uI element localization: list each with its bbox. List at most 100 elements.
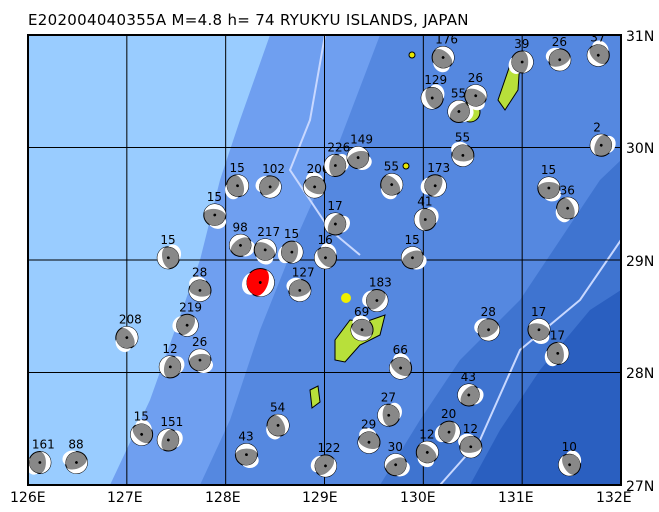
map-frame (27, 34, 622, 486)
event-depth-label: 206 (307, 162, 330, 176)
event-depth-label: 217 (257, 225, 280, 239)
focal-mechanism-beachball (115, 326, 139, 353)
event-depth-label: 15 (160, 233, 175, 247)
lat-tick: 31N (626, 29, 654, 45)
focal-mechanism-beachball (203, 203, 227, 229)
focal-mechanism-beachball (255, 175, 282, 199)
event-depth-label: 37 (590, 30, 605, 44)
event-depth-label: 17 (327, 199, 342, 213)
focal-mechanism-beachball (527, 318, 551, 344)
event-depth-label: 26 (468, 71, 483, 85)
event-depth-label: 2 (593, 120, 601, 134)
event-depth-label: 12 (463, 422, 478, 436)
event-depth-label: 15 (207, 190, 222, 204)
event-depth-label: 129 (424, 73, 447, 87)
focal-mechanism-beachball (589, 133, 616, 157)
focal-mechanism-beachball (558, 450, 582, 477)
islet (408, 51, 416, 59)
event-depth-label: 26 (552, 35, 567, 49)
lon-tick: 127E (107, 490, 143, 506)
focal-mechanism-beachball (357, 427, 381, 454)
event-depth-label: 176 (435, 33, 458, 47)
focal-mechanism-beachball (508, 50, 534, 74)
focal-mechanism-beachball (431, 46, 455, 73)
focal-mechanism-beachball (451, 141, 475, 167)
focal-mechanism-beachball (253, 238, 277, 265)
event-depth-label: 28 (192, 265, 207, 279)
focal-mechanism-beachball (130, 419, 154, 446)
event-depth-label: 43 (461, 370, 476, 384)
event-depth-label: 17 (531, 305, 546, 319)
focal-mechanism-beachball (545, 47, 572, 72)
event-depth-label: 66 (393, 343, 408, 357)
event-depth-label: 219 (179, 300, 202, 314)
event-depth-label: 55 (455, 130, 470, 144)
focal-mechanism-beachball (323, 153, 350, 177)
focal-mechanism-beachball (362, 289, 389, 312)
event-depth-label: 183 (369, 276, 392, 290)
focal-mechanism-beachball (234, 443, 259, 468)
focal-mechanism-beachball (377, 402, 402, 427)
event-depth-label: 27 (381, 390, 396, 404)
focal-mechanism-beachball (389, 353, 413, 380)
focal-mechanism-beachball (188, 348, 213, 373)
islet (402, 162, 410, 170)
event-depth-label: 12 (162, 342, 177, 356)
lon-tick: 131E (498, 490, 534, 506)
focal-mechanism-beachball (457, 383, 484, 407)
event-depth-label: 55 (384, 160, 399, 174)
island (309, 385, 321, 409)
event-depth-label: 29 (361, 417, 376, 431)
focal-mechanism-beachball (225, 174, 250, 200)
event-depth-label: 17 (550, 328, 565, 342)
focal-mechanism-beachball (346, 146, 372, 170)
lon-tick: 128E (205, 490, 241, 506)
lat-tick: 28N (626, 366, 654, 382)
focal-mechanism-beachball (420, 84, 445, 110)
event-depth-label: 15 (284, 227, 299, 241)
focal-mechanism-beachball (413, 207, 439, 231)
focal-mechanism-beachball (172, 313, 199, 337)
lon-tick: 130E (400, 490, 436, 506)
focal-mechanism-beachball (323, 212, 350, 236)
event-depth-label: 15 (404, 233, 419, 247)
lon-tick: 129E (302, 490, 338, 506)
focal-mechanism-beachball (544, 341, 570, 367)
focal-mechanism-beachball (586, 40, 610, 67)
focal-mechanism-beachball (156, 244, 182, 270)
focal-mechanism-beachball (555, 196, 580, 223)
event-depth-label: 26 (192, 335, 207, 349)
focal-mechanism-beachball (415, 440, 439, 468)
focal-mechanism-beachball (188, 276, 212, 302)
focal-mechanism-beachball (228, 233, 255, 257)
event-depth-label: 39 (514, 37, 529, 51)
event-depth-label: 122 (317, 441, 340, 455)
lat-tick: 27N (626, 479, 654, 495)
event-depth-label: 36 (560, 183, 575, 197)
focal-mechanism-beachball (158, 355, 185, 379)
lat-axis: 31N 30N 29N 28N 27N (626, 29, 654, 495)
focal-mechanism-beachball (310, 454, 337, 478)
focal-mechanism-beachball (28, 451, 52, 475)
lat-tick: 30N (626, 141, 654, 157)
event-depth-label: 10 (562, 440, 577, 454)
focal-mechanism-beachball (303, 172, 327, 199)
islet (341, 293, 351, 303)
focal-mechanism-beachball (350, 315, 374, 342)
event-depth-label: 151 (160, 415, 183, 429)
event-depth-label: 69 (354, 305, 369, 319)
focal-mechanism-beachball (62, 450, 88, 474)
focal-mechanism-beachball (464, 84, 488, 111)
event-depth-label: 102 (262, 162, 285, 176)
lon-tick: 126E (10, 490, 46, 506)
event-depth-label: 88 (68, 438, 83, 452)
event-depth-label: 149 (350, 133, 373, 147)
event-depth-label: 28 (481, 305, 496, 319)
focal-mechanism-beachball (156, 428, 183, 452)
main-event-beachball (241, 268, 275, 297)
lon-axis: 126E 127E 128E 129E 130E 131E 132E (10, 490, 632, 506)
event-depth-label: 16 (317, 233, 332, 247)
event-depth-label: 54 (270, 400, 285, 414)
